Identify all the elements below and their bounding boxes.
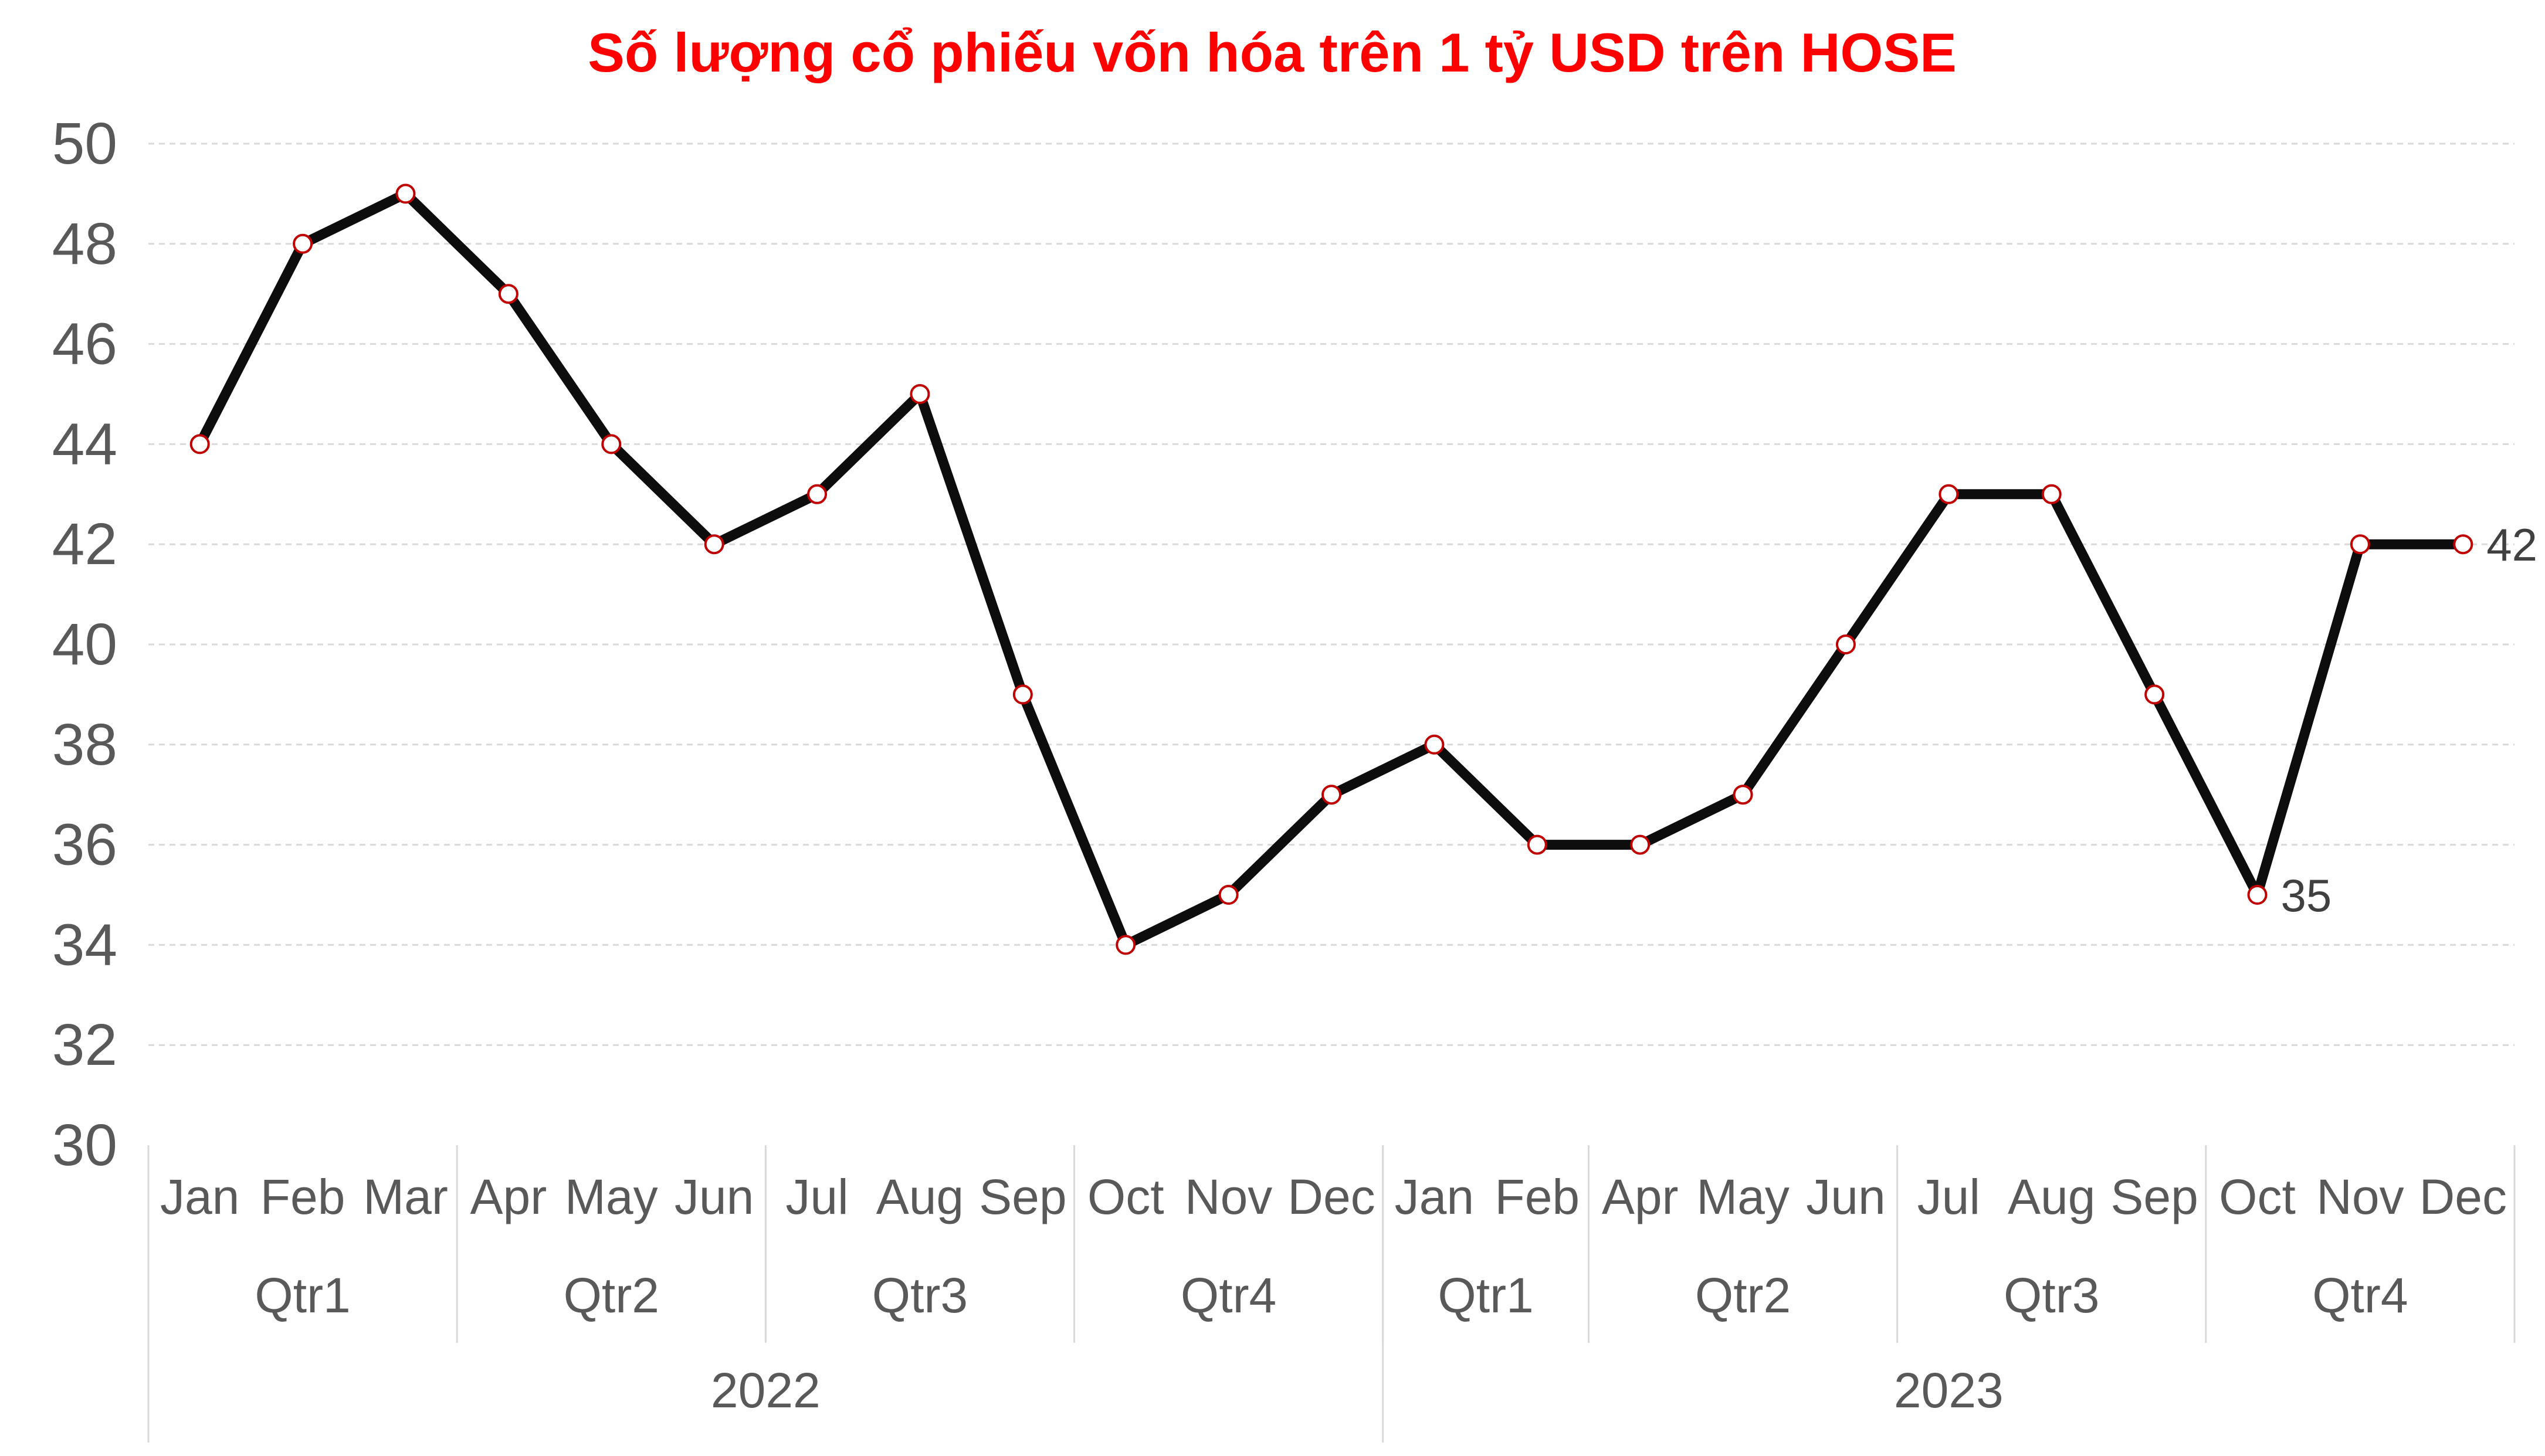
data-point [2041, 484, 2062, 504]
x-tick-label: Aug [876, 1169, 964, 1224]
data-label: 35 [2281, 870, 2332, 921]
series-line [195, 188, 2468, 950]
data-point [1733, 785, 1753, 805]
data-point [910, 384, 930, 404]
data-point [498, 284, 519, 304]
quarter-label: Qtr1 [1438, 1268, 1533, 1323]
x-tick-label: Apr [1602, 1169, 1679, 1224]
data-point [1424, 734, 1445, 755]
x-tick-label: Nov [2316, 1169, 2404, 1224]
x-tick-label: Jul [1917, 1169, 1980, 1224]
data-label: 42 [2486, 519, 2537, 571]
quarter-label: Qtr4 [2312, 1268, 2408, 1323]
y-tick-label: 36 [52, 812, 117, 878]
y-tick-label: 44 [52, 411, 117, 477]
y-tick-label: 38 [52, 712, 117, 778]
data-point [1321, 785, 1341, 805]
x-tick-label: Jan [160, 1169, 239, 1224]
x-tick-label: Jun [1806, 1169, 1885, 1224]
x-tick-label: Mar [363, 1169, 448, 1224]
x-tick-label: Oct [2219, 1169, 2296, 1224]
x-tick-label: Jan [1395, 1169, 1474, 1224]
x-tick-label: Dec [1287, 1169, 1375, 1224]
data-point [1012, 684, 1033, 705]
data-point [293, 233, 313, 254]
y-tick-label: 40 [52, 612, 117, 677]
data-point [1527, 834, 1547, 855]
data-point [395, 184, 416, 204]
data-point [807, 484, 828, 504]
data-point [1218, 885, 1239, 905]
data-point [1116, 935, 1136, 955]
x-tick-label: May [565, 1169, 658, 1224]
y-tick-label: 34 [52, 912, 117, 978]
series [189, 184, 2473, 955]
x-tick-label: Jun [675, 1169, 754, 1224]
quarter-label: Qtr2 [1695, 1268, 1791, 1323]
x-tick-label: Apr [470, 1169, 547, 1224]
x-tick-label: Feb [260, 1169, 345, 1224]
y-tick-label: 48 [52, 211, 117, 277]
quarter-label: Qtr4 [1181, 1268, 1276, 1323]
data-point [601, 434, 622, 454]
y-tick-label: 46 [52, 311, 117, 377]
data-point [1630, 834, 1651, 855]
x-tick-label: May [1696, 1169, 1790, 1224]
x-tick-label: Sep [2110, 1169, 2198, 1224]
data-point [2350, 534, 2370, 555]
y-tick-label: 50 [52, 111, 117, 177]
x-tick-label: Jul [785, 1169, 848, 1224]
data-point [189, 434, 210, 454]
data-point [704, 534, 724, 555]
data-point [2144, 684, 2165, 705]
y-tick-label: 30 [52, 1112, 117, 1178]
data-point [2453, 534, 2473, 555]
quarter-label: Qtr3 [872, 1268, 968, 1323]
quarter-label: Qtr3 [2004, 1268, 2099, 1323]
data-point [1939, 484, 1959, 504]
chart-title: Số lượng cổ phiếu vốn hóa trên 1 tỷ USD … [588, 22, 1957, 83]
x-tick-label: Dec [2419, 1169, 2507, 1224]
quarter-label: Qtr2 [564, 1268, 659, 1323]
year-label: 2023 [1894, 1363, 2004, 1418]
data-labels: 35 42 [2281, 519, 2538, 921]
x-axis: Jan Feb Mar Apr May Jun Jul Aug Sep Oct Nov Dec Jan F… [147, 1145, 2516, 1443]
gridlines [148, 142, 2514, 1046]
y-axis: 30 32 34 36 38 40 42 44 46 48 50 [52, 111, 117, 1178]
year-label: 2022 [711, 1363, 821, 1418]
data-point [1835, 634, 1856, 654]
y-tick-label: 32 [52, 1012, 117, 1078]
y-tick-label: 42 [52, 511, 117, 577]
x-tick-label: Sep [979, 1169, 1066, 1224]
x-tick-label: Feb [1495, 1169, 1580, 1224]
data-point [2247, 885, 2268, 905]
x-tick-label: Nov [1185, 1169, 1272, 1224]
x-tick-label: Oct [1087, 1169, 1164, 1224]
x-tick-label: Aug [2008, 1169, 2095, 1224]
quarter-label: Qtr1 [255, 1268, 350, 1323]
